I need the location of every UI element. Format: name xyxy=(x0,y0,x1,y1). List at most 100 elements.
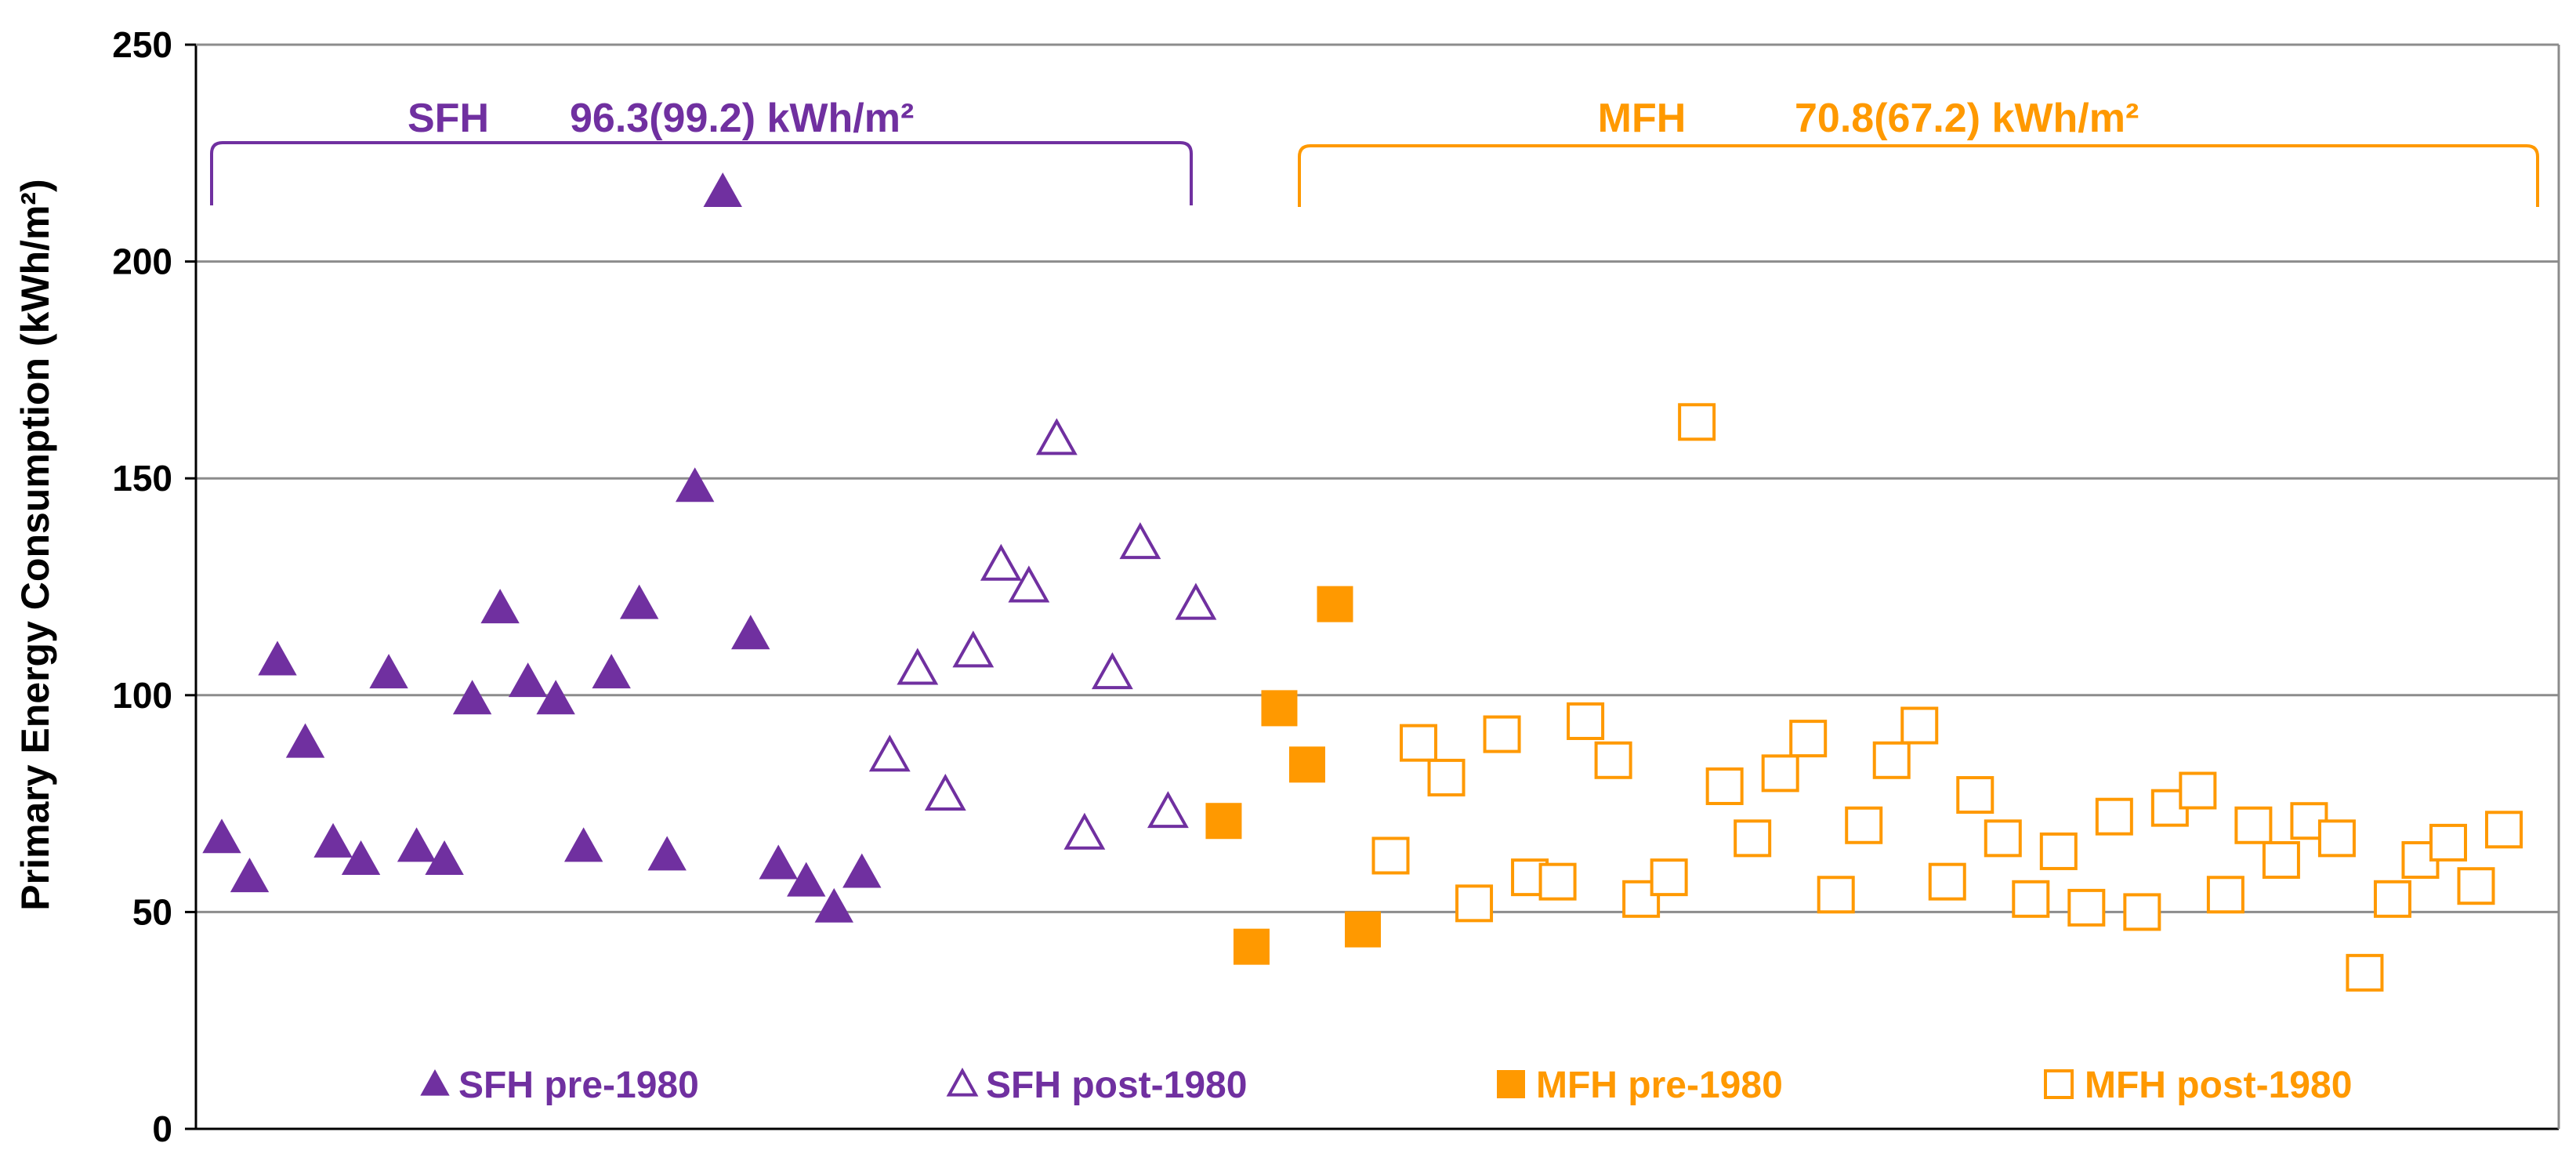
data-point xyxy=(1147,791,1189,829)
data-point xyxy=(2206,876,2244,914)
group-value-sfh: 96.3(99.2) kWh/m² xyxy=(570,96,914,141)
data-point xyxy=(536,680,575,715)
legend-label: SFH pre-1980 xyxy=(458,1065,699,1106)
series-sfh-pre-1980 xyxy=(202,172,882,923)
data-point xyxy=(1400,724,1438,762)
data-point xyxy=(1594,741,1632,779)
data-point xyxy=(2012,880,2050,918)
data-point xyxy=(285,723,325,758)
data-point xyxy=(2485,811,2523,849)
legend-marker xyxy=(420,1068,450,1096)
data-point xyxy=(980,543,1022,581)
data-point xyxy=(1455,884,1494,923)
data-point xyxy=(592,654,631,689)
legend-item-sfh-post-1980: SFH post-1980 xyxy=(946,1065,1247,1106)
series-mfh-post-1980 xyxy=(1371,403,2523,992)
data-point xyxy=(1872,741,1911,779)
axes xyxy=(185,43,2560,1130)
bracket-sfh xyxy=(210,141,1193,205)
data-point xyxy=(952,630,995,668)
y-tick-labels: 0 50 100 150 200 250 xyxy=(112,24,172,1149)
y-tick-label: 100 xyxy=(112,675,172,716)
series-mfh-pre-1980 xyxy=(1205,586,1381,965)
bracket-mfh xyxy=(1298,144,2539,207)
data-point xyxy=(2317,819,2356,858)
data-point xyxy=(868,735,911,772)
data-point xyxy=(1063,812,1106,850)
data-point xyxy=(1175,582,1217,620)
data-point xyxy=(1845,806,1883,844)
data-point xyxy=(787,862,826,897)
data-point xyxy=(2095,797,2133,836)
data-point xyxy=(1317,586,1353,622)
data-point xyxy=(1288,746,1325,783)
legend-label: SFH post-1980 xyxy=(986,1065,1247,1106)
data-point xyxy=(508,662,548,698)
y-axis-label: Primary Energy Consumption (kWh/m²) xyxy=(13,179,57,910)
data-point xyxy=(1761,754,1799,793)
y-tick-label: 250 xyxy=(112,24,172,65)
legend-item-sfh-pre-1980: SFH pre-1980 xyxy=(420,1065,699,1106)
data-point xyxy=(1705,767,1744,805)
data-point xyxy=(230,858,270,893)
legend-item-mfh-pre-1980: MFH pre-1980 xyxy=(1497,1065,1783,1106)
data-point xyxy=(1734,819,1772,858)
data-point xyxy=(1483,715,1521,753)
data-points xyxy=(202,172,2523,992)
data-point xyxy=(258,640,297,676)
data-point xyxy=(924,773,966,811)
data-point xyxy=(313,822,353,858)
data-point xyxy=(1984,819,2022,858)
data-point xyxy=(2234,806,2273,844)
group-brackets xyxy=(210,141,2539,207)
data-point xyxy=(842,853,882,888)
data-point xyxy=(1233,928,1270,965)
data-point xyxy=(1928,862,1966,901)
data-point xyxy=(1008,565,1050,603)
group-value-mfh: 70.8(67.2) kWh/m² xyxy=(1795,96,2139,141)
data-point xyxy=(2346,953,2384,992)
data-point xyxy=(814,887,853,923)
data-point xyxy=(1205,803,1242,840)
data-point xyxy=(1956,776,1994,815)
data-point xyxy=(1091,652,1133,690)
data-point xyxy=(2123,893,2161,931)
data-point xyxy=(341,840,381,875)
data-point xyxy=(2179,771,2217,810)
data-point xyxy=(647,836,687,871)
series-sfh-post-1980 xyxy=(868,418,1217,850)
data-point xyxy=(1119,522,1161,560)
legend-item-mfh-post-1980: MFH post-1980 xyxy=(2044,1065,2352,1106)
data-point xyxy=(1345,911,1381,948)
data-point xyxy=(2067,888,2106,927)
data-point xyxy=(1371,836,1410,875)
data-point xyxy=(1650,858,1688,897)
data-point xyxy=(1900,706,1939,745)
group-label-mfh: MFH xyxy=(1598,96,1687,141)
y-tick-label: 50 xyxy=(132,891,172,932)
legend-label: MFH pre-1980 xyxy=(1536,1065,1783,1106)
data-point xyxy=(759,844,798,880)
legend: SFH pre-1980 SFH post-1980 MFH pre-1980 MFH… xyxy=(420,1065,2352,1106)
legend-marker xyxy=(946,1067,979,1097)
group-annotations: SFH 96.3(99.2) kWh/m² MFH 70.8(67.2) kWh/m² xyxy=(408,96,2139,141)
data-point xyxy=(1817,876,1855,914)
data-point xyxy=(2262,841,2300,880)
data-point xyxy=(619,584,659,619)
data-point xyxy=(897,648,939,685)
legend-marker xyxy=(1497,1070,1525,1098)
data-point xyxy=(1678,403,1716,441)
data-point xyxy=(731,615,770,650)
y-tick-label: 150 xyxy=(112,458,172,499)
data-point xyxy=(452,680,492,715)
data-point xyxy=(563,827,603,862)
data-point xyxy=(202,818,241,854)
data-point xyxy=(2039,832,2078,870)
data-point xyxy=(703,172,742,208)
data-point xyxy=(1567,702,1605,740)
data-point xyxy=(1789,720,1828,758)
y-tick-label: 200 xyxy=(112,241,172,282)
data-point xyxy=(397,827,437,862)
data-point xyxy=(480,589,520,624)
